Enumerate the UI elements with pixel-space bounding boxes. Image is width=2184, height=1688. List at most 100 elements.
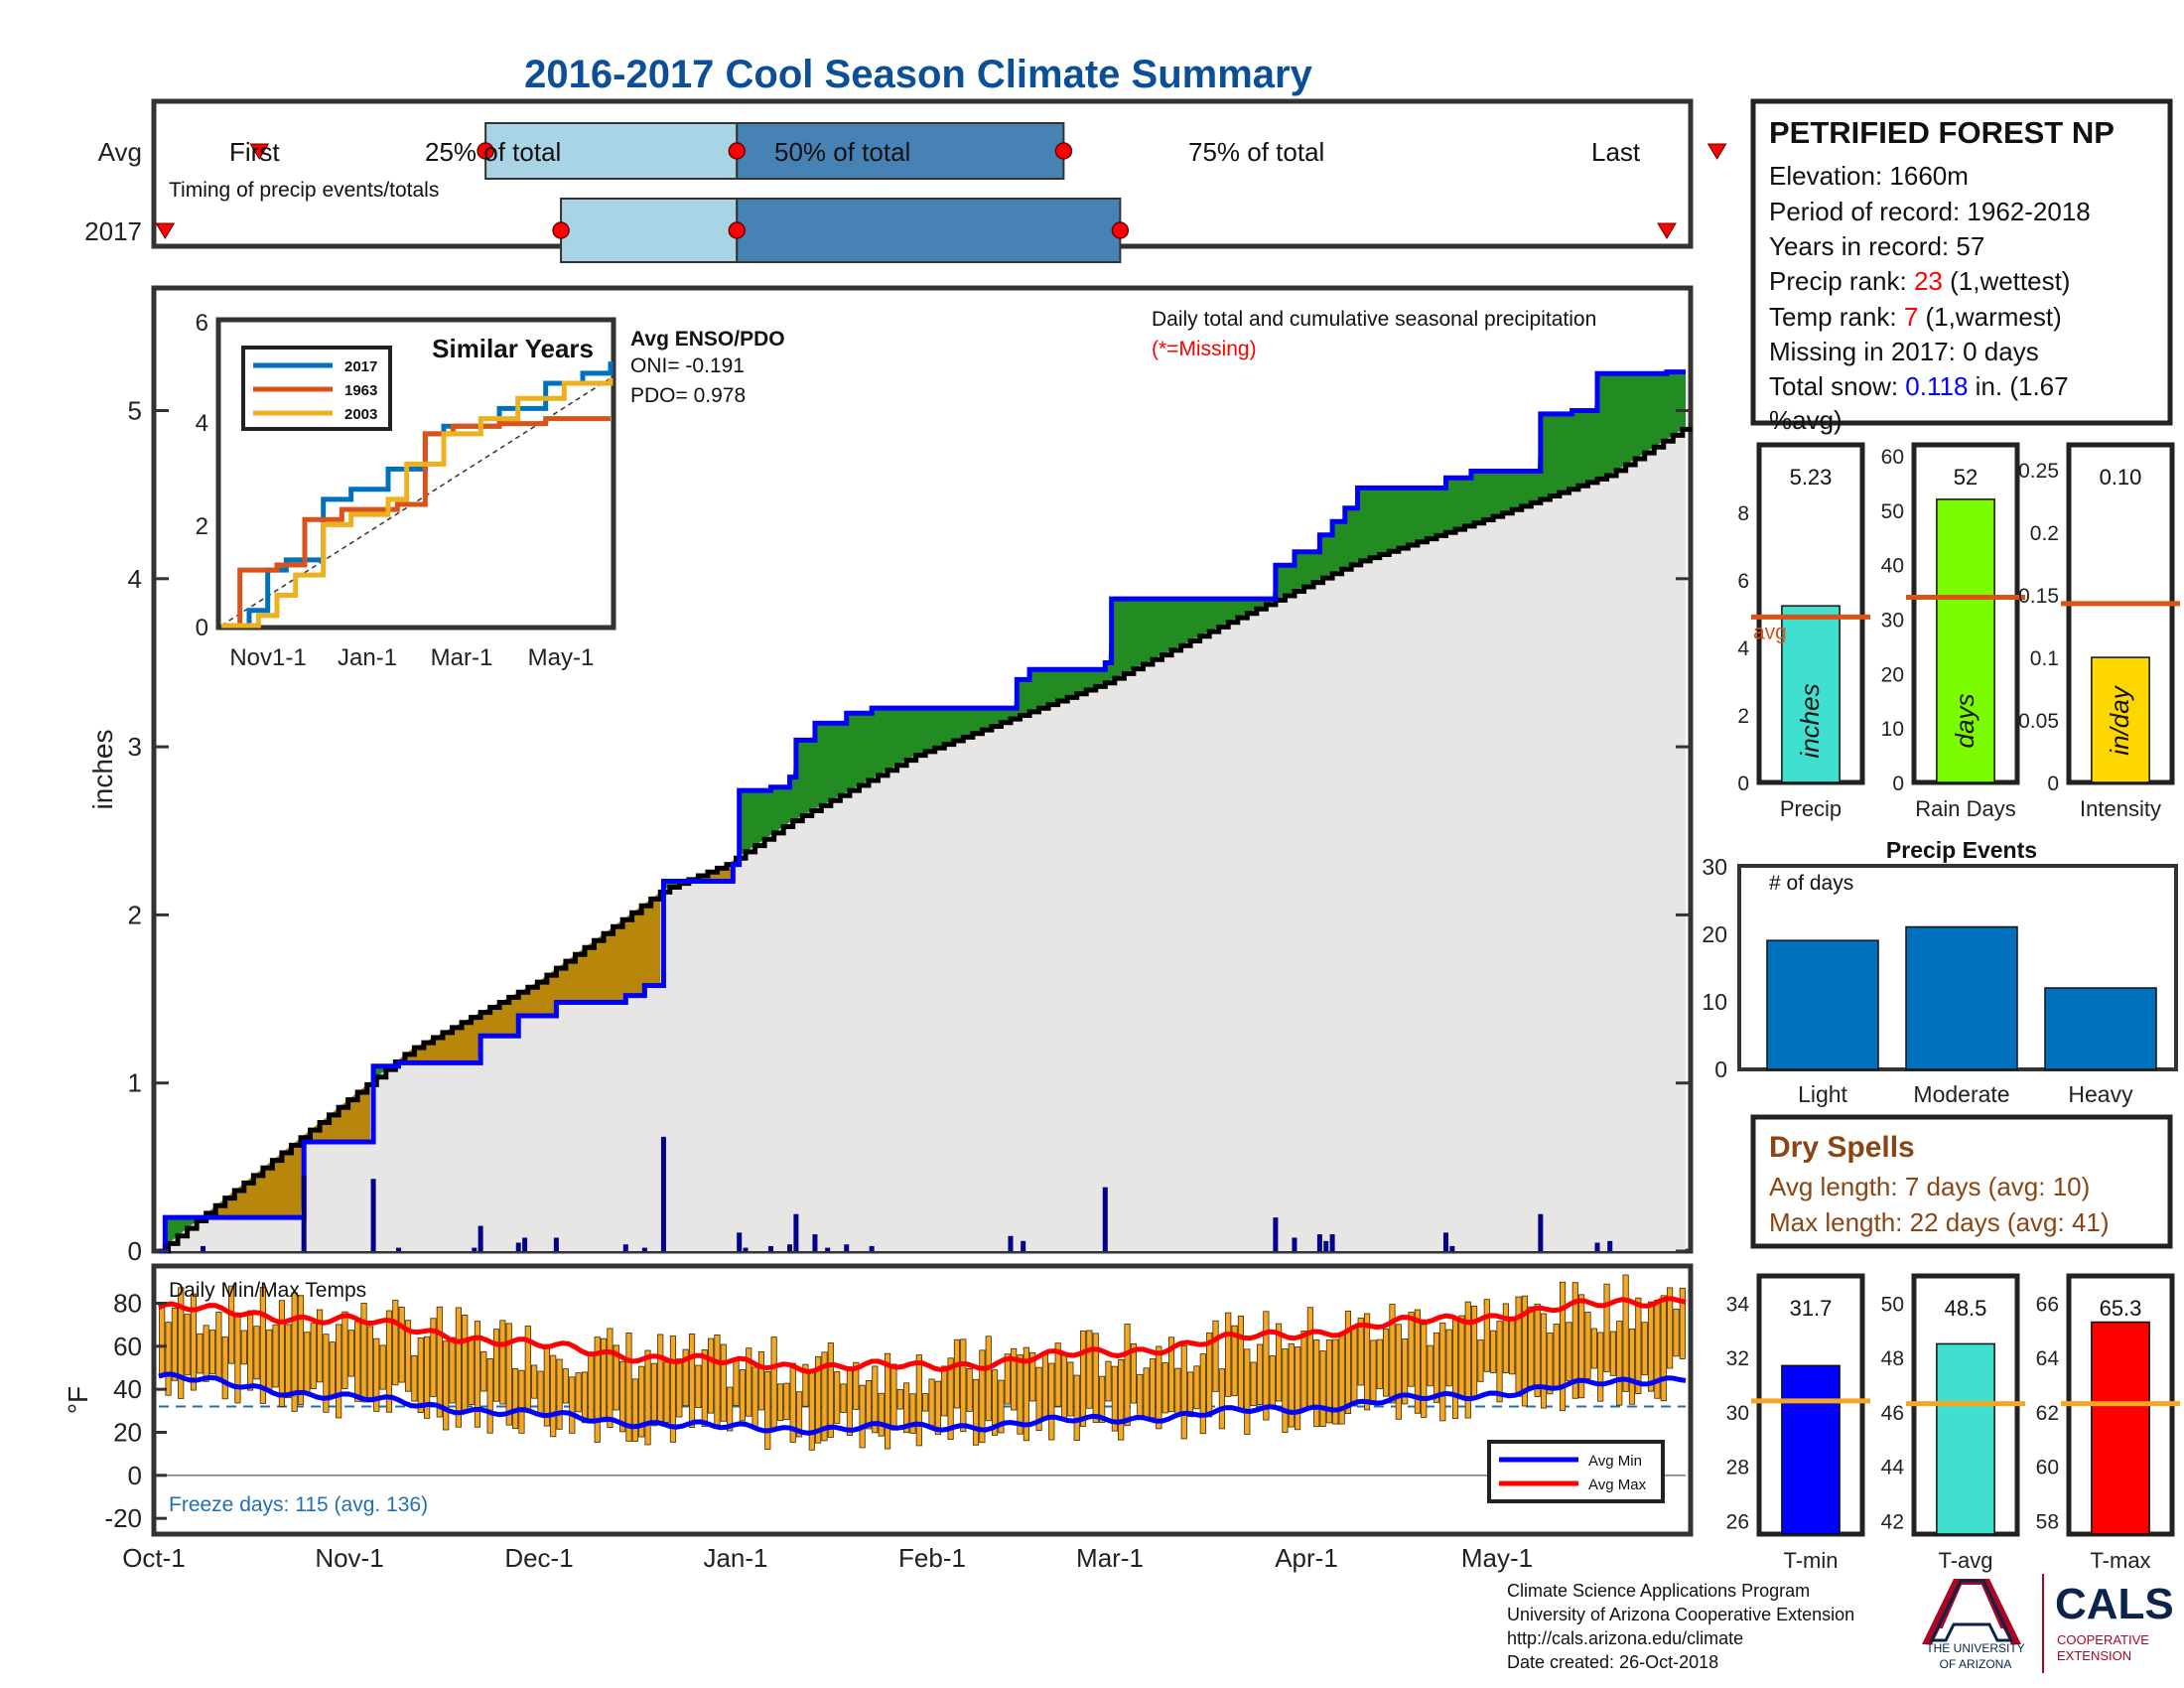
tmin-tile-ytick: 28 bbox=[1726, 1457, 1749, 1479]
precip-events-bar-moderate bbox=[1905, 925, 2018, 1070]
daily-temp-bar bbox=[1180, 1344, 1187, 1440]
daily-temp-bar bbox=[1099, 1375, 1106, 1423]
daily-temp-bar bbox=[404, 1320, 412, 1392]
daily-temp-bar bbox=[1628, 1328, 1636, 1405]
temp-ytick-label: 60 bbox=[113, 1332, 142, 1361]
daily-temp-bar bbox=[197, 1333, 204, 1374]
daily-temp-bar bbox=[492, 1329, 500, 1402]
daily-temp-bar bbox=[392, 1300, 399, 1386]
daily-precip-bar bbox=[301, 1175, 307, 1251]
daily-temp-bar bbox=[228, 1285, 235, 1364]
timing-p50-label: 50% of total bbox=[774, 137, 910, 167]
station-precip-rank: Precip rank: 23 (1,wettest) bbox=[1769, 266, 2070, 296]
daily-temp-bar bbox=[1225, 1312, 1232, 1397]
daily-temp-bar bbox=[631, 1378, 638, 1442]
raindays-tile-value: 52 bbox=[1954, 465, 1978, 490]
daily-temp-bar bbox=[1559, 1281, 1567, 1412]
daily-temp-bar bbox=[1035, 1366, 1042, 1432]
main-ytick-label: 2 bbox=[128, 900, 142, 929]
inset-plot bbox=[220, 361, 614, 629]
daily-precip-bar bbox=[1021, 1240, 1026, 1251]
daily-precip-bar bbox=[553, 1237, 559, 1251]
daily-temp-bar bbox=[979, 1349, 986, 1444]
daily-precip-bar bbox=[1594, 1242, 1600, 1251]
daily-precip-bar bbox=[478, 1225, 483, 1251]
station-snow-pct: %avg) bbox=[1769, 405, 1843, 435]
main-ytick-label: 3 bbox=[128, 732, 142, 762]
station-snow: Total snow: 0.118 in. (1.67 bbox=[1769, 371, 2069, 401]
daily-temp-bar bbox=[171, 1307, 178, 1381]
daily-temp-bar bbox=[347, 1330, 354, 1377]
daily-precip-bar bbox=[641, 1247, 647, 1251]
daily-temp-bar bbox=[304, 1332, 311, 1395]
main-ytick-label: 4 bbox=[128, 564, 142, 594]
daily-temp-bar bbox=[934, 1380, 941, 1436]
month-label-oct: Oct-1 bbox=[122, 1543, 186, 1573]
daily-temp-bar bbox=[1603, 1283, 1610, 1372]
station-temp-rank: Temp rank: 7 (1,warmest) bbox=[1769, 302, 2062, 332]
daily-temp-bar bbox=[1054, 1342, 1061, 1407]
timing-marker-dot bbox=[1111, 221, 1130, 239]
daily-temp-bar bbox=[739, 1369, 746, 1422]
timing-p25-label: 25% of total bbox=[425, 137, 561, 167]
daily-temp-bar bbox=[379, 1344, 386, 1390]
daily-temp-bar bbox=[1295, 1346, 1301, 1431]
tmax-tile-ytick: 60 bbox=[2036, 1457, 2059, 1479]
tmax-tile-ytick: 62 bbox=[2036, 1402, 2059, 1425]
inset-ytick-2: 2 bbox=[196, 513, 208, 540]
month-label-apr: Apr-1 bbox=[1275, 1543, 1338, 1573]
daily-precip-bar bbox=[793, 1213, 799, 1251]
daily-temp-bar bbox=[486, 1357, 493, 1434]
tmax-tile-bar bbox=[2091, 1321, 2150, 1535]
daily-precip-bar bbox=[200, 1245, 205, 1251]
daily-temp-bar bbox=[1105, 1360, 1112, 1402]
ua-logo-line1: THE UNIVERSITY bbox=[1926, 1641, 2024, 1655]
timing-marker-dot bbox=[1054, 142, 1073, 160]
main-chart-layers bbox=[159, 369, 1693, 1254]
daily-temp-bar bbox=[329, 1341, 336, 1399]
daily-temp-bar bbox=[1553, 1324, 1560, 1388]
events-cat-light: Light bbox=[1798, 1081, 1847, 1107]
daily-temp-bar bbox=[1641, 1322, 1648, 1376]
daily-precip-bar bbox=[869, 1245, 875, 1251]
temp-rank-value: 7 bbox=[1904, 302, 1918, 332]
precip-events-chart: Precip Events # of days 0 10 20 30 Light… bbox=[1702, 837, 2178, 1107]
daily-temp-bar bbox=[840, 1383, 847, 1413]
daily-temp-bar bbox=[1647, 1301, 1655, 1392]
events-cat-moderate: Moderate bbox=[1913, 1081, 2009, 1107]
daily-temp-bar bbox=[1041, 1353, 1049, 1421]
daily-temp-bar bbox=[1344, 1310, 1352, 1414]
daily-temp-bar bbox=[1408, 1312, 1415, 1387]
precip-events-bar-heavy bbox=[2044, 987, 2157, 1070]
daily-temp-bar bbox=[512, 1368, 519, 1430]
daily-temp-bar bbox=[650, 1362, 657, 1427]
daily-temp-bar bbox=[449, 1336, 456, 1404]
daily-temp-bar bbox=[341, 1311, 348, 1389]
precip-rank-suffix: (1,wettest) bbox=[1943, 266, 2071, 296]
daily-temp-bar bbox=[776, 1383, 784, 1421]
raindays-tile-ytick: 60 bbox=[1881, 446, 1904, 469]
timing-row-label-2017: 2017 bbox=[84, 216, 142, 246]
precip-tile-ytick: 2 bbox=[1737, 705, 1749, 728]
daily-temp-bar bbox=[1433, 1332, 1440, 1403]
temp-chart: -20 0 20 40 60 80 Daily Min/Max Temps °F Free… bbox=[63, 1263, 1694, 1537]
daily-temp-bar bbox=[992, 1369, 999, 1436]
daily-temp-bar bbox=[468, 1337, 475, 1406]
daily-temp-bar bbox=[1130, 1342, 1137, 1404]
temp-ytick-label: 40 bbox=[113, 1374, 142, 1404]
temp-legend-box bbox=[1487, 1440, 1665, 1503]
daily-temp-bar bbox=[594, 1336, 601, 1443]
snow-prefix: Total snow: bbox=[1769, 371, 1905, 401]
snow-value: 0.118 bbox=[1905, 371, 1968, 401]
timing-caption: Timing of precip events/totals bbox=[169, 179, 439, 202]
daily-temp-bar bbox=[909, 1393, 916, 1434]
daily-temp-bar bbox=[1313, 1339, 1320, 1428]
daily-temp-bar bbox=[1011, 1347, 1018, 1411]
daily-temp-bar bbox=[291, 1292, 298, 1412]
daily-temp-bar bbox=[872, 1365, 879, 1434]
precip-tile-bar bbox=[1781, 605, 1841, 783]
daily-precip-bar bbox=[660, 1136, 666, 1251]
daily-temp-bar bbox=[638, 1365, 645, 1438]
raindays-tile-unit: days bbox=[1950, 694, 1979, 749]
intensity-tile-label: Intensity bbox=[2080, 796, 2161, 821]
